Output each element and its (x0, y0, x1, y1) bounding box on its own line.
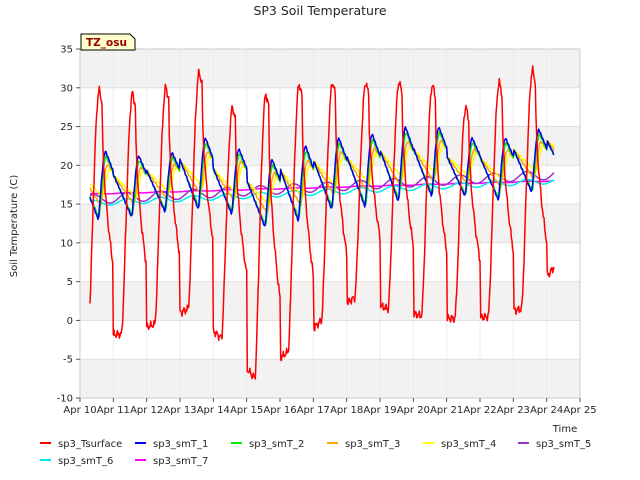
y-tick-label: 30 (60, 83, 73, 94)
y-tick-label: 10 (60, 238, 73, 249)
y-tick-label: -10 (57, 394, 73, 405)
y-tick-label: 5 (67, 277, 73, 288)
x-tick-label: Apr 17 (297, 405, 330, 416)
y-tick-label: 0 (67, 316, 73, 327)
grid-band (80, 281, 580, 321)
x-tick-label: Apr 22 (463, 405, 496, 416)
x-tick-label: Apr 23 (497, 405, 530, 416)
legend-label: sp3_smT_3 (345, 439, 400, 450)
grid-band (80, 126, 580, 166)
y-tick-label: 15 (60, 200, 73, 211)
legend-label: sp3_smT_6 (58, 456, 113, 467)
grid-band (80, 359, 580, 398)
x-tick-label: Apr 24 (530, 405, 563, 416)
x-tick-label: Apr 21 (430, 405, 463, 416)
x-tick-label: Apr 13 (163, 405, 196, 416)
chart-title: SP3 Soil Temperature (253, 3, 386, 18)
grid-band (80, 49, 580, 88)
y-axis: -10 -5 0 5 10 15 20 25 30 35 (57, 45, 80, 405)
x-tick-label: Apr 25 (563, 405, 596, 416)
tz-badge-label: TZ_osu (86, 37, 127, 49)
tz-badge: TZ_osu (80, 33, 136, 51)
y-tick-label: 20 (60, 161, 73, 172)
x-axis-label: Time (552, 424, 577, 435)
legend-label: sp3_smT_4 (441, 439, 496, 450)
legend-label: sp3_smT_5 (536, 439, 591, 450)
legend: sp3_Tsurface sp3_smT_1 sp3_smT_2 sp3_smT_3 s… (40, 439, 591, 467)
x-tick-label: Apr 16 (263, 405, 296, 416)
x-tick-label: Apr 19 (363, 405, 396, 416)
x-tick-label: Apr 18 (330, 405, 363, 416)
y-tick-label: 35 (60, 45, 73, 56)
series-line-sp3-tsurface (89, 65, 555, 380)
plot-frame (79, 48, 581, 399)
y-tick-label: -5 (63, 355, 73, 366)
tz-badge-box (80, 33, 136, 51)
legend-label: sp3_smT_1 (153, 439, 208, 450)
x-tick-label: Apr 10 (63, 405, 96, 416)
series-layer (89, 65, 555, 380)
legend-label: sp3_smT_2 (249, 439, 304, 450)
x-tick-label: Apr 12 (130, 405, 163, 416)
y-axis-label: Soil Temperature (C) (9, 175, 20, 278)
series-line-sp3-smt-1 (89, 126, 555, 227)
y-tick-label: 25 (60, 122, 73, 133)
x-tick-label: Apr 14 (197, 405, 230, 416)
legend-label: sp3_smT_7 (153, 456, 208, 467)
x-axis: Apr 10 Apr 11 Apr 12 Apr 13 Apr 14 Apr 15 Apr … (63, 398, 597, 416)
x-tick-label: Apr 20 (397, 405, 430, 416)
legend-label: sp3_Tsurface (58, 439, 122, 450)
x-tick-label: Apr 11 (97, 405, 130, 416)
x-tick-label: Apr 15 (230, 405, 263, 416)
grid-band (80, 204, 580, 243)
